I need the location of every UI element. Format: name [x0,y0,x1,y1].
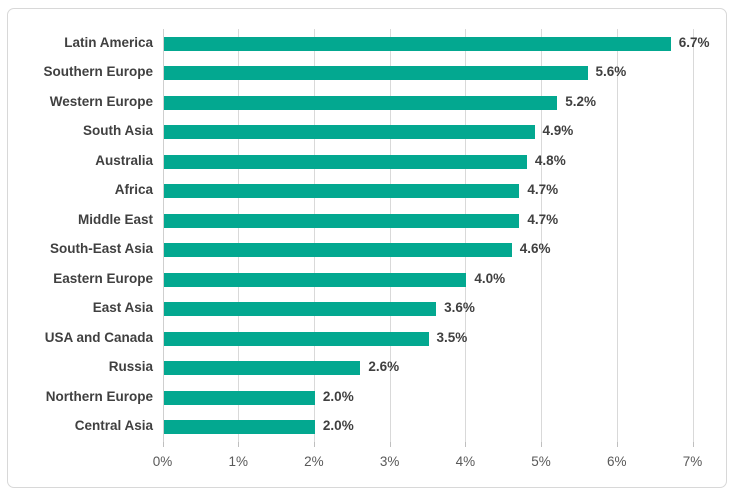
gridline [692,29,694,442]
axis-tick-mark [389,442,391,447]
bar [163,302,437,317]
value-label: 2.0% [322,388,354,404]
gridline [238,29,240,442]
bar [163,243,512,258]
category-label: Western Europe [49,93,153,109]
value-label: 4.9% [542,123,574,139]
axis-tick-mark [692,442,694,447]
category-axis-line [162,29,164,442]
x-axis-tick-label: 3% [379,454,400,469]
bar [163,184,520,199]
axis-tick-mark [238,442,240,447]
bar [163,213,520,228]
axis-tick-mark [313,442,315,447]
gridline [616,29,618,442]
value-label: 3.5% [436,329,468,345]
axis-tick-mark [162,442,164,447]
bar [163,272,467,287]
axis-tick-mark [465,442,467,447]
category-label: Russia [108,359,153,375]
value-label: 2.0% [322,418,354,434]
value-label: 6.7% [678,34,710,50]
chart-border: 0% 1% 2% 3% 4% 5% 6% 7% Latin America 6.7% Souther… [7,8,727,488]
gridline [313,29,315,442]
axis-tick-mark [616,442,618,447]
category-label: Northern Europe [45,388,153,404]
gridline [541,29,543,442]
category-label: USA and Canada [44,329,153,345]
x-axis-tick-label: 4% [455,454,476,469]
x-axis-tick-label: 0% [152,454,173,469]
x-axis-tick-label: 1% [228,454,248,469]
bar [163,390,315,405]
bar [163,66,588,81]
bar [163,361,361,376]
gridline [389,29,391,442]
category-label: Middle East [77,211,153,227]
value-label: 4.6% [519,241,551,257]
axis-tick-mark [541,442,543,447]
value-label: 5.2% [565,93,596,109]
value-label: 5.6% [595,64,627,80]
category-label: Australia [95,152,153,168]
category-label: East Asia [92,300,153,316]
bar [163,95,558,110]
category-label: Latin America [64,34,153,50]
category-label: Southern Europe [43,64,153,80]
category-label: South-East Asia [49,241,153,257]
category-label: Eastern Europe [53,270,153,286]
x-axis-tick-label: 5% [531,454,551,469]
bar [163,125,535,140]
category-label: Africa [114,182,153,198]
value-label: 4.0% [474,270,506,286]
x-axis-tick-label: 2% [304,454,324,469]
bar [163,420,315,435]
category-label: South Asia [82,123,153,139]
category-label: Central Asia [74,418,153,434]
bar [163,331,429,346]
value-label: 4.8% [534,152,566,168]
gridline [465,29,467,442]
value-label: 2.6% [368,359,400,375]
value-label: 4.7% [527,182,559,198]
bar [163,154,527,169]
x-axis-tick-label: 7% [682,454,703,469]
value-label: 3.6% [444,300,475,316]
bar [163,36,671,51]
value-label: 4.7% [527,211,559,227]
x-axis-tick-label: 6% [607,454,627,469]
